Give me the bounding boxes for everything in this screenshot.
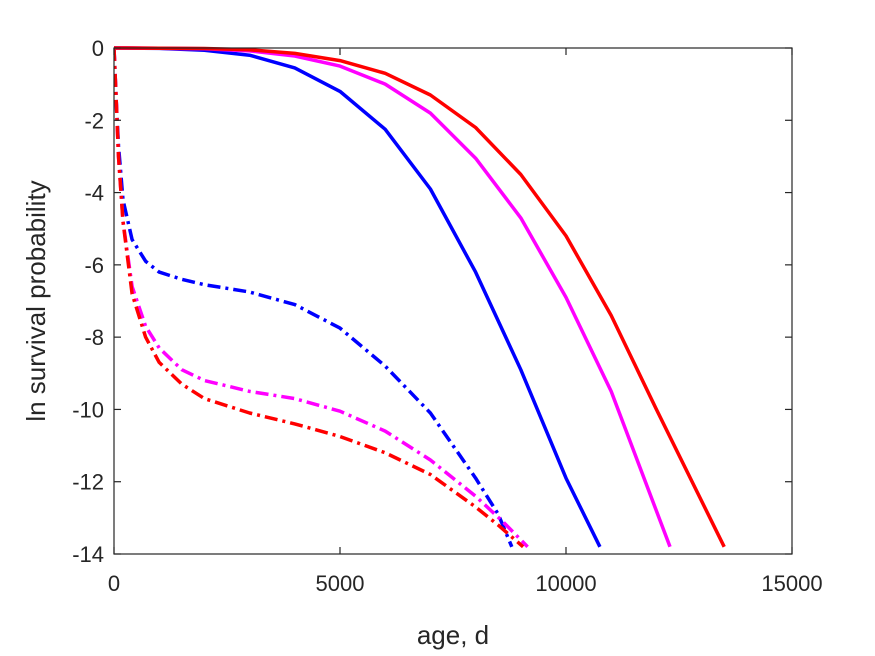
y-axis-title: ln survival probability: [21, 180, 51, 421]
series-line-6-dashdot: [114, 47, 525, 549]
x-tick-label: 10000: [535, 571, 596, 596]
series-line-5-dashdot: [114, 47, 529, 549]
y-tick-label: -10: [72, 397, 104, 422]
y-tick-label: -4: [84, 181, 104, 206]
plot-background: [114, 48, 792, 554]
series-line-3-solid: [114, 46, 726, 548]
y-tick-label: -12: [72, 470, 104, 495]
x-axis-title: age, d: [417, 620, 489, 650]
y-tick-label: -6: [84, 253, 104, 278]
axes-layer: 0 5000 10000 15000 0 -2 -4 -6 -8 -10 -12 -14: [72, 36, 822, 596]
y-tick-label: -8: [84, 325, 104, 350]
x-tick-label: 5000: [316, 571, 365, 596]
axes-box: [113, 47, 793, 555]
plot-area: [114, 48, 792, 554]
series-layer: [114, 46, 726, 549]
y-tick-label: -2: [84, 108, 104, 133]
y-tick-label: 0: [92, 36, 104, 61]
x-tick-label: 0: [108, 571, 120, 596]
x-tick-label: 15000: [761, 571, 822, 596]
y-tick-label: -14: [72, 542, 104, 567]
